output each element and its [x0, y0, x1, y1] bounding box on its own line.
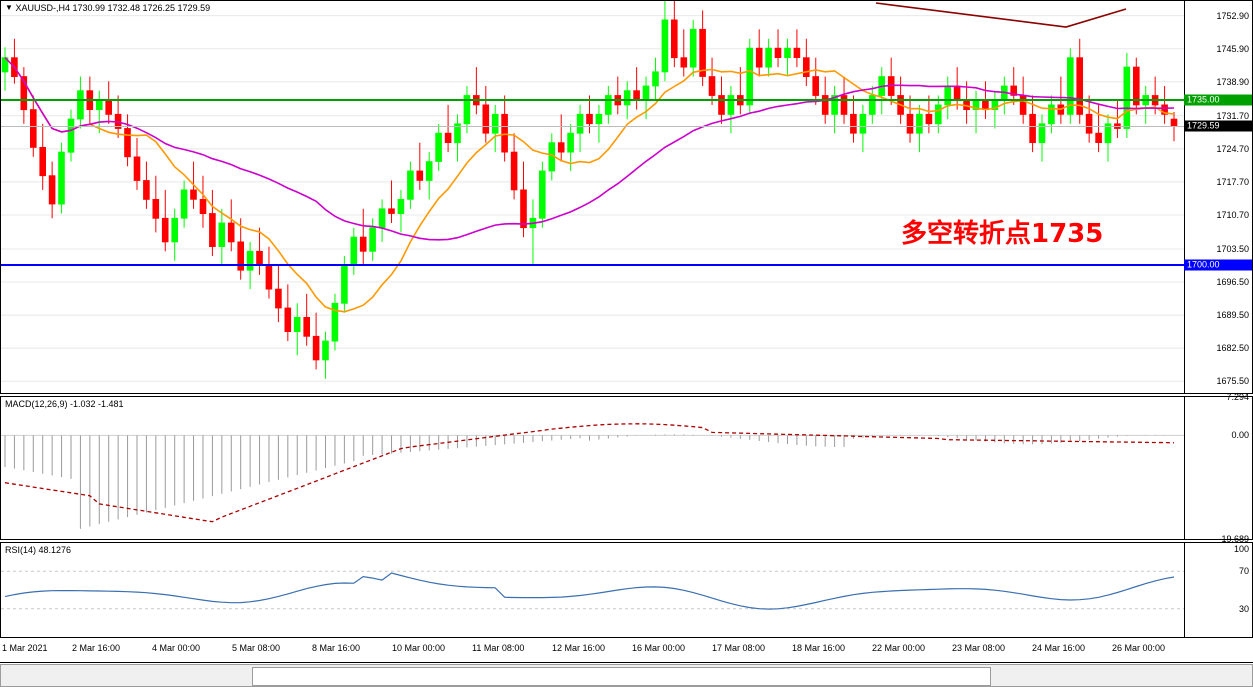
- macd-tick: 0.00: [1231, 430, 1249, 441]
- annotation-text: 多空转折点1735: [901, 219, 1104, 249]
- time-tick: 16 Mar 00:00: [632, 643, 686, 653]
- rsi-tick: 30: [1238, 603, 1249, 614]
- price-tick: 1717.70: [1216, 176, 1249, 187]
- time-tick: 17 Mar 08:00: [712, 643, 766, 653]
- price-tick: 1724.70: [1216, 143, 1249, 154]
- symbol-header-text: XAUUSD-,H4 1730.99 1732.48 1726.25 1729.…: [15, 3, 211, 13]
- price-tick: 1682.50: [1216, 343, 1249, 354]
- price-tick: 1710.70: [1216, 209, 1249, 220]
- level-line-1735.00: [1, 99, 1252, 102]
- price-tick: 1675.50: [1216, 376, 1249, 387]
- level-tag-1700.00: 1700.00: [1184, 259, 1252, 271]
- price-tick: 1703.50: [1216, 243, 1249, 254]
- macd-label: MACD(12,26,9) -1.032 -1.481: [5, 399, 124, 409]
- current-price-line: [1, 125, 1252, 127]
- macd-tick: -19.689: [1218, 534, 1249, 544]
- price-tick: 1745.90: [1216, 43, 1249, 54]
- price-tick: 1689.50: [1216, 310, 1249, 321]
- rsi-label: RSI(14) 48.1276: [5, 545, 72, 555]
- time-tick: 23 Mar 08:00: [952, 643, 1006, 653]
- time-tick: 11 Mar 08:00: [472, 643, 525, 653]
- price-axis: 1752.90 1745.90 1738.90 1731.70 1724.70 1717.…: [1184, 1, 1252, 393]
- time-tick: 8 Mar 16:00: [312, 643, 361, 653]
- collapse-triangle-icon[interactable]: ▼: [5, 3, 13, 12]
- level-line-1700.00: [1, 264, 1252, 267]
- current-price-tag: 1729.59: [1184, 120, 1252, 132]
- rsi-tick: 100: [1233, 544, 1249, 554]
- time-tick: 2 Mar 16:00: [72, 643, 121, 653]
- price-tick: 1738.90: [1216, 76, 1249, 87]
- price-plot-area[interactable]: [1, 1, 1184, 393]
- time-axis: 1 Mar 2021 2 Mar 16:00 4 Mar 00:00 5 Mar 08…: [0, 640, 1253, 660]
- time-tick: 22 Mar 00:00: [872, 643, 926, 653]
- scrollbar-track[interactable]: [0, 664, 1253, 687]
- macd-tick: 7.294: [1226, 392, 1249, 402]
- scrollbar-thumb[interactable]: [251, 667, 991, 686]
- macd-plot-area[interactable]: [1, 397, 1184, 539]
- horizontal-scrollbar[interactable]: [0, 662, 1253, 687]
- macd-pane[interactable]: 7.294 0.00 -19.689 MACD(12,26,9) -1.032 -1…: [0, 392, 1253, 544]
- time-tick: 24 Mar 16:00: [1032, 643, 1086, 653]
- time-tick: 4 Mar 00:00: [152, 643, 201, 653]
- time-tick: 1 Mar 2021: [2, 643, 48, 653]
- time-tick: 10 Mar 00:00: [392, 643, 446, 653]
- rsi-axis: 100 70 30: [1184, 543, 1252, 637]
- macd-axis: 7.294 0.00 -19.689: [1184, 392, 1252, 544]
- rsi-plot-area[interactable]: [1, 543, 1184, 637]
- time-tick: 26 Mar 00:00: [1112, 643, 1166, 653]
- rsi-tick: 70: [1238, 566, 1249, 577]
- price-pane[interactable]: 1752.90 1745.90 1738.90 1731.70 1724.70 1717.…: [0, 0, 1253, 394]
- price-tick: 1731.70: [1216, 110, 1249, 121]
- price-tick: 1752.90: [1216, 10, 1249, 21]
- time-tick: 12 Mar 16:00: [552, 643, 606, 653]
- price-tick: 1696.50: [1216, 277, 1249, 287]
- level-tag-1735.00: 1735.00: [1184, 94, 1252, 106]
- symbol-header: ▼ XAUUSD-,H4 1730.99 1732.48 1726.25 172…: [5, 3, 210, 13]
- time-tick: 18 Mar 16:00: [792, 643, 846, 653]
- rsi-pane[interactable]: 100 70 30 RSI(14) 48.1276: [0, 542, 1253, 638]
- time-tick: 5 Mar 08:00: [232, 643, 281, 653]
